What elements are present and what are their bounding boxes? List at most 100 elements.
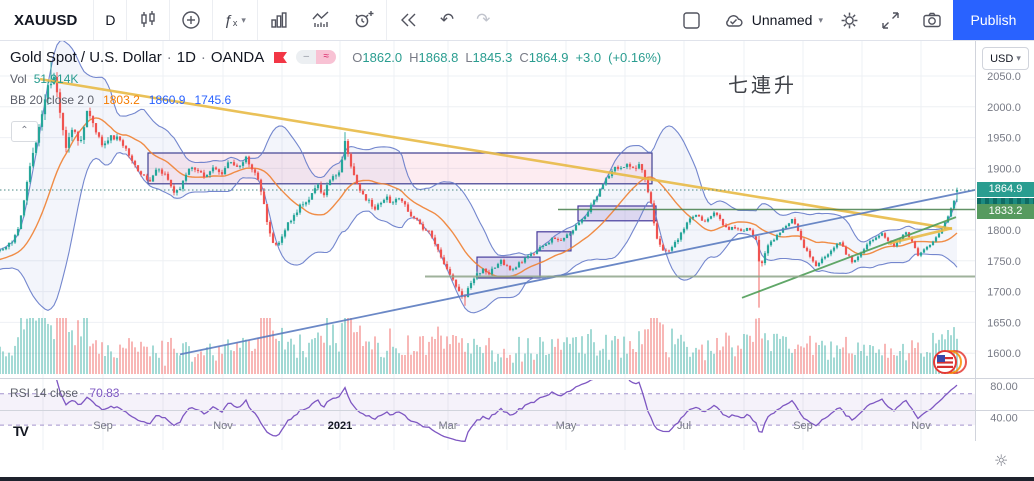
close-label: C (519, 49, 529, 65)
minus-pill-icon: – (296, 50, 317, 64)
fx-icon: ƒ (224, 11, 233, 29)
volume-layer (0, 318, 958, 374)
svg-text:1600.0: 1600.0 (987, 348, 1021, 360)
pennant-yellow-line (887, 226, 953, 245)
svg-text:1900.0: 1900.0 (987, 163, 1021, 175)
low-label: L (465, 49, 473, 65)
step-box-2 (536, 231, 572, 252)
interval-label: 1D (176, 48, 196, 66)
camera-icon (923, 12, 941, 28)
svg-text:Sep: Sep (93, 420, 113, 432)
svg-text:1800.0: 1800.0 (987, 225, 1021, 237)
open-value: 1862.0 (362, 49, 403, 65)
toolbar-separator (212, 0, 214, 40)
bb-basis (0, 117, 958, 278)
hidden-price-flag (977, 197, 1034, 204)
bb-upper-value: 1860.9 (148, 92, 186, 107)
svg-text:2000.0: 2000.0 (987, 102, 1021, 114)
trend-bars-icon (312, 11, 329, 27)
svg-text:40.00: 40.00 (990, 412, 1018, 424)
descending-yellow-trendline (39, 77, 953, 231)
rewind-icon (400, 13, 416, 27)
alert-price-flag: 1833.2 (977, 204, 1034, 219)
chart-area[interactable]: 2050.0 2000.0 1950.0 1900.0 1800.0 1750.0 1700… (0, 40, 1034, 481)
high-label: H (409, 49, 419, 65)
layout-square-icon (683, 11, 700, 29)
rsi-legend-row[interactable]: RSI 14 close 70.83 (10, 386, 119, 400)
last-price-flag: 1864.9 (977, 182, 1034, 197)
toolbar-separator (256, 0, 258, 40)
theme-sun-icon[interactable]: ☼ (994, 451, 1009, 470)
svg-text:1750.0: 1750.0 (987, 256, 1021, 268)
currency-label: USD (990, 52, 1014, 65)
svg-text:1950.0: 1950.0 (987, 133, 1021, 145)
svg-text:80.00: 80.00 (990, 381, 1018, 393)
rsi-pane (0, 380, 975, 442)
publish-button[interactable]: Publish (953, 0, 1034, 40)
low-value: 1845.3 (472, 49, 513, 65)
layout-select-button[interactable] (671, 0, 712, 40)
bb-basis-value: 1803.2 (103, 92, 140, 107)
snapshot-button[interactable] (911, 0, 953, 40)
window-bottom-edge (0, 477, 1034, 481)
compare-add-button[interactable] (170, 0, 212, 40)
marker-pill[interactable]: – ≈ (296, 50, 337, 64)
tradingview-logo[interactable]: TV (13, 423, 29, 439)
toolbar-separator (169, 0, 171, 40)
symbol-button[interactable]: XAUUSD (14, 11, 78, 29)
svg-text:1700.0: 1700.0 (987, 287, 1021, 299)
redo-button[interactable]: ↷ (465, 0, 501, 40)
forecast-button[interactable] (300, 0, 342, 40)
svg-text:Jul: Jul (677, 420, 691, 432)
ohlc-values: O1862.0 H1868.8 L1845.3 C1864.9 +3.0 (+0.16%) (352, 50, 668, 65)
bb-fill (0, 41, 957, 313)
chart-canvas[interactable]: 2050.0 2000.0 1950.0 1900.0 1800.0 1750.0 1700… (0, 40, 1034, 481)
chevron-down-icon: ▾ (1016, 53, 1021, 63)
time-axis-labels: Sep Nov 2021 Mar May Jul Sep Nov (93, 420, 931, 432)
symbol-title: Gold Spot / U.S. Dollar (10, 48, 162, 66)
flagged-icon[interactable] (274, 51, 288, 63)
templates-button[interactable] (258, 0, 300, 40)
main-pane (0, 41, 975, 374)
candlestick-icon (141, 11, 156, 27)
bar-chart-icon (271, 12, 287, 28)
symbol-legend-row[interactable]: Gold Spot / U.S. Dollar · 1D · OANDA – ≈… (10, 47, 668, 67)
svg-text:Nov: Nov (911, 420, 931, 432)
svg-text:Nov: Nov (213, 420, 233, 432)
fullscreen-button[interactable] (870, 0, 911, 40)
ascending-green-trendline (741, 216, 957, 299)
bb-legend-row[interactable]: BB 20 close 2 0 1803.2 1860.9 1745.6 (10, 90, 668, 109)
chevron-down-icon: ▾ (241, 14, 246, 25)
rsi-band-fill (0, 393, 975, 426)
alert-button[interactable] (342, 0, 386, 40)
chart-style-button[interactable] (127, 0, 169, 40)
toolbar-right-group: Unnamed ▾ Publish (671, 0, 1034, 40)
save-layout-button[interactable]: Unnamed ▾ (712, 0, 829, 40)
title-separator: · (200, 48, 206, 66)
bb-label: BB 20 close 2 0 (10, 92, 95, 107)
svg-text:2050.0: 2050.0 (987, 71, 1021, 83)
volume-label: Vol (10, 71, 27, 86)
bb-lower (0, 152, 958, 314)
currency-toggle-button[interactable]: USD ▾ (982, 47, 1029, 70)
close-value: 1864.9 (528, 49, 569, 65)
volume-legend-row[interactable]: Vol 51.914K (10, 69, 668, 88)
cloud-check-icon (725, 14, 743, 27)
broker-logo (931, 349, 969, 381)
rsi-value: 70.83 (89, 386, 120, 400)
toolbar-separator (126, 0, 128, 40)
bar-replay-button[interactable] (387, 0, 429, 40)
svg-text:2021: 2021 (328, 420, 352, 432)
pane-collapse-button[interactable]: ⌃ (11, 121, 38, 142)
bb-lower-value: 1745.6 (194, 92, 232, 107)
rsi-line (56, 380, 958, 442)
plus-circle-icon (182, 11, 201, 29)
title-separator: · (166, 48, 172, 66)
chinese-annotation: 七連升 (728, 75, 797, 97)
candles-layer (0, 61, 959, 308)
chart-settings-button[interactable] (829, 0, 870, 40)
undo-button[interactable]: ↶ (429, 0, 465, 40)
range-box-large (147, 152, 653, 185)
interval-button[interactable]: D (105, 12, 116, 28)
